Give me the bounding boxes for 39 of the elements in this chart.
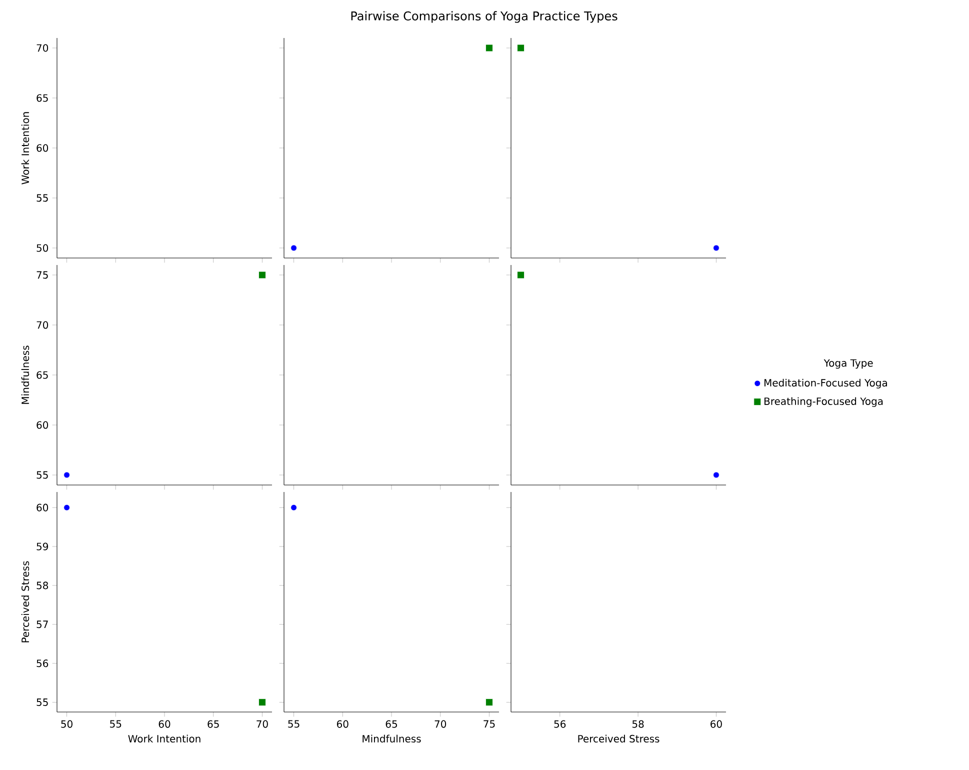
y-tick-label: 58 xyxy=(36,582,48,590)
y-tick-label: 60 xyxy=(36,421,48,429)
x-tick-label: 55 xyxy=(110,720,122,728)
y-tick-label: 60 xyxy=(36,144,48,152)
legend-label: Breathing-Focused Yoga xyxy=(764,397,883,407)
legend-label: Meditation-Focused Yoga xyxy=(764,378,887,388)
x-tick-label: 60 xyxy=(336,720,348,728)
y-tick-label: 65 xyxy=(36,94,48,102)
x-tick-label: 56 xyxy=(554,720,566,728)
y-tick-label: 70 xyxy=(36,321,48,329)
x-tick-label: 70 xyxy=(256,720,268,728)
x-axis-title: Mindfulness xyxy=(362,734,421,743)
y-axis-title: Perceived Stress xyxy=(21,561,30,642)
y-tick-label: 57 xyxy=(36,620,48,628)
x-tick-label: 65 xyxy=(208,720,219,728)
y-tick-label: 59 xyxy=(36,542,48,550)
y-axis-title: Work Intention xyxy=(21,112,30,184)
y-axis-title: Mindfulness xyxy=(21,346,30,404)
y-tick-label: 65 xyxy=(36,371,48,379)
x-tick-label: 60 xyxy=(158,720,170,728)
legend-title: Yoga Type xyxy=(824,359,873,369)
text: Pairwise Comparisons of Yoga Practice Types xyxy=(351,11,618,23)
y-tick-label: 50 xyxy=(36,244,48,252)
y-tick-label: 70 xyxy=(36,44,48,52)
x-tick-label: 58 xyxy=(632,720,644,728)
x-tick-label: 70 xyxy=(434,720,446,728)
y-tick-label: 75 xyxy=(36,271,48,279)
x-axis-title: Work Intention xyxy=(128,734,200,743)
x-tick-label: 55 xyxy=(288,720,300,728)
y-tick-label: 56 xyxy=(36,660,48,668)
y-tick-label: 60 xyxy=(36,504,48,512)
y-tick-label: 55 xyxy=(36,698,48,706)
x-tick-label: 65 xyxy=(386,720,397,728)
y-tick-label: 55 xyxy=(36,471,48,479)
x-tick-label: 50 xyxy=(61,720,72,728)
x-axis-title: Perceived Stress xyxy=(578,734,660,743)
x-tick-label: 60 xyxy=(710,720,722,728)
y-tick-label: 55 xyxy=(36,194,48,202)
x-tick-label: 75 xyxy=(484,720,495,728)
